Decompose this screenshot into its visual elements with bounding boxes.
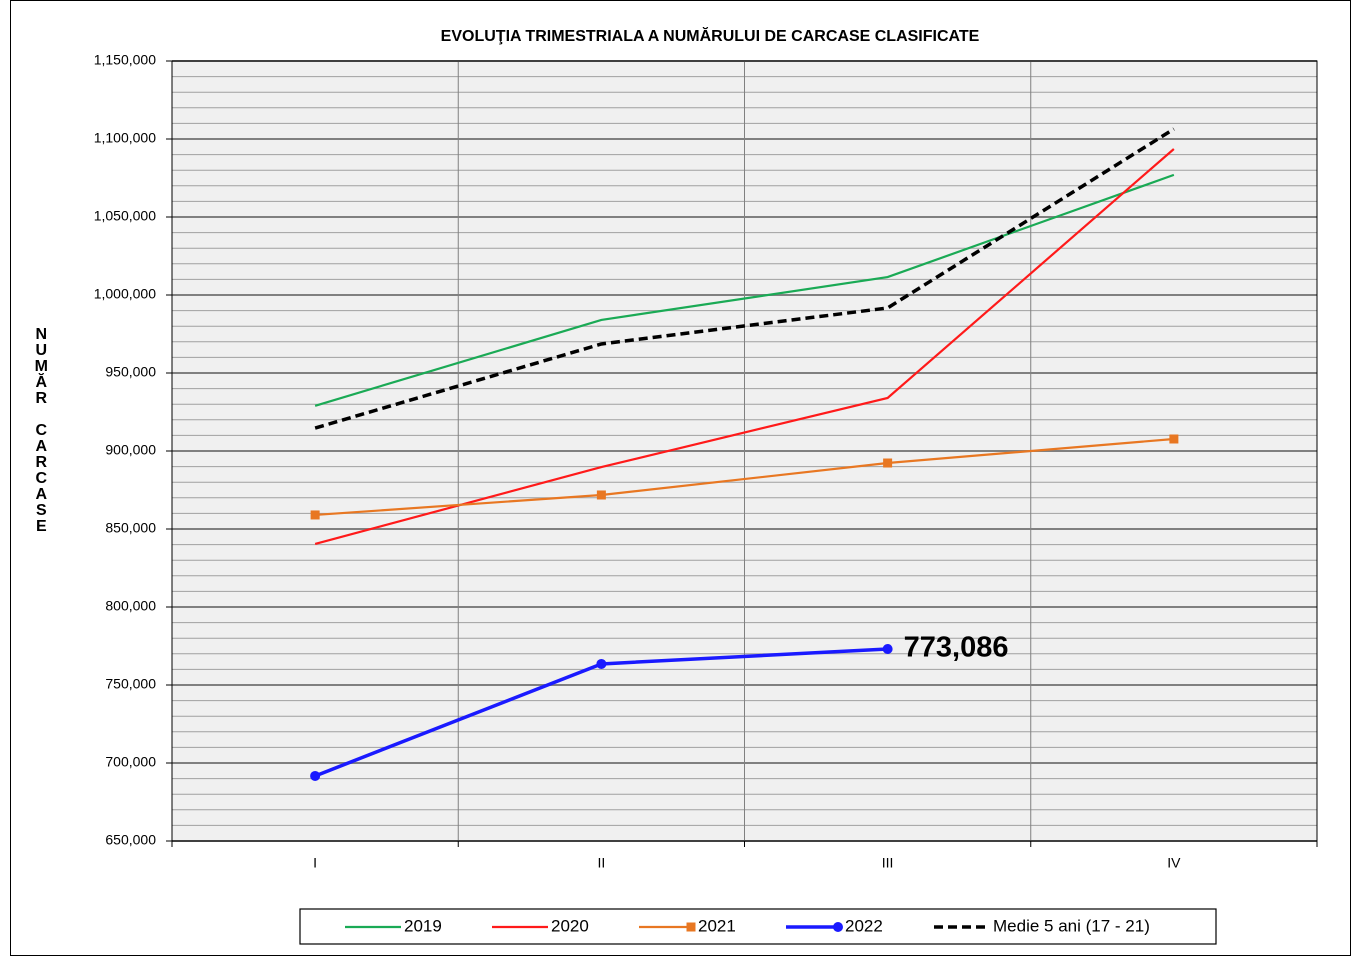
- point: [596, 658, 607, 669]
- legend-label: 2020: [551, 916, 589, 935]
- y-tick-label: 850,000: [105, 520, 156, 536]
- legend-box: [299, 908, 1217, 945]
- legend-label: Medie 5 ani (17 - 21): [993, 916, 1150, 935]
- y-tick-label: 750,000: [105, 676, 156, 692]
- y-tick-label: 1,000,000: [94, 286, 156, 302]
- x-tick-label: IV: [1167, 855, 1181, 871]
- y-tick-label: 950,000: [105, 364, 156, 380]
- y-tick-label: 650,000: [105, 832, 156, 848]
- data-label: 773,086: [904, 632, 1009, 664]
- y-tick-label: 1,150,000: [94, 52, 156, 68]
- x-tick-label: II: [597, 855, 605, 871]
- series-line: [314, 127, 1175, 430]
- y-tick-label: 800,000: [105, 598, 156, 614]
- legend-label: 2021: [698, 916, 736, 935]
- y-tick-label: 1,100,000: [94, 130, 156, 146]
- series-line: [315, 437, 1174, 517]
- legend-label: 2022: [845, 916, 883, 935]
- x-tick-label: I: [313, 855, 317, 871]
- series-line: [314, 173, 1175, 407]
- point: [596, 490, 606, 500]
- point: [882, 643, 893, 654]
- y-tick-label: 700,000: [105, 754, 156, 770]
- plot-border: [171, 60, 1318, 842]
- y-axis-label: NUMĂR CARCASE: [33, 326, 50, 534]
- point: [310, 770, 321, 781]
- point: [1169, 434, 1179, 444]
- point: [883, 458, 893, 468]
- point: [310, 510, 320, 520]
- x-tick-label: III: [882, 855, 894, 871]
- legend-marker: [686, 922, 696, 932]
- y-tick-label: 900,000: [105, 442, 156, 458]
- legend-marker: [833, 922, 843, 932]
- chart-title: EVOLUŢIA TRIMESTRIALA A NUMĂRULUI DE CAR…: [441, 26, 980, 45]
- y-tick-label: 1,050,000: [94, 208, 156, 224]
- legend-label: 2019: [404, 916, 442, 935]
